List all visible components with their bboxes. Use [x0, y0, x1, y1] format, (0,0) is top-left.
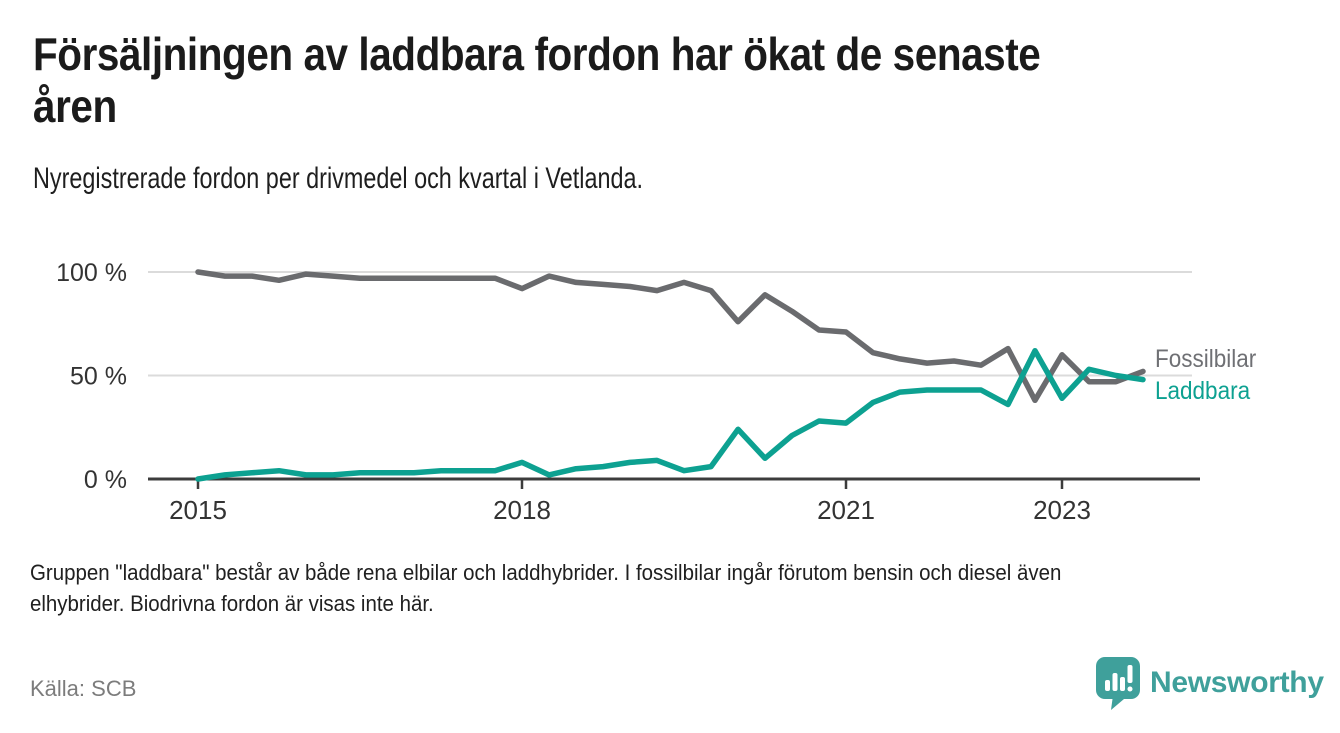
legend-label-laddbara: Laddbara	[1155, 377, 1251, 405]
x-axis-label-2021: 2021	[817, 495, 875, 525]
newsworthy-logo[interactable]: Newsworthy	[1096, 656, 1324, 716]
footnote-line-2: elhybrider. Biodrivna fordon är visas in…	[30, 591, 434, 616]
y-axis-label-100: 100 %	[56, 259, 127, 287]
x-axis-label-2018: 2018	[493, 495, 551, 525]
series-line-laddbara	[195, 347, 1146, 482]
title-line-1: Försäljningen av laddbara fordon har öka…	[33, 28, 1041, 80]
y-axis-label-50: 50 %	[70, 363, 127, 391]
chart-footnote: Gruppen "laddbara" består av både rena e…	[30, 557, 1139, 619]
footnote-line-1: Gruppen "laddbara" består av både rena e…	[30, 560, 1062, 585]
chart-subtitle: Nyregistrerade fordon per drivmedel och …	[33, 162, 644, 195]
x-axis-label-2015: 2015	[169, 495, 227, 525]
x-axis-label-2023: 2023	[1033, 495, 1091, 525]
y-axis-label-0: 0 %	[84, 466, 127, 494]
source-label: Källa: SCB	[30, 676, 137, 701]
bar-chart-pin-icon	[1096, 657, 1140, 710]
newsworthy-wordmark: Newsworthy	[1150, 666, 1324, 699]
title-line-2: åren	[33, 80, 117, 132]
line-chart: 100 % 50 % 0 % 2015 2018 2021 2023	[56, 259, 1200, 525]
series-line-fossilbilar	[195, 269, 1146, 404]
legend-label-fossilbilar: Fossilbilar	[1155, 345, 1257, 373]
page-title: Försäljningen av laddbara fordon har öka…	[33, 28, 1178, 132]
